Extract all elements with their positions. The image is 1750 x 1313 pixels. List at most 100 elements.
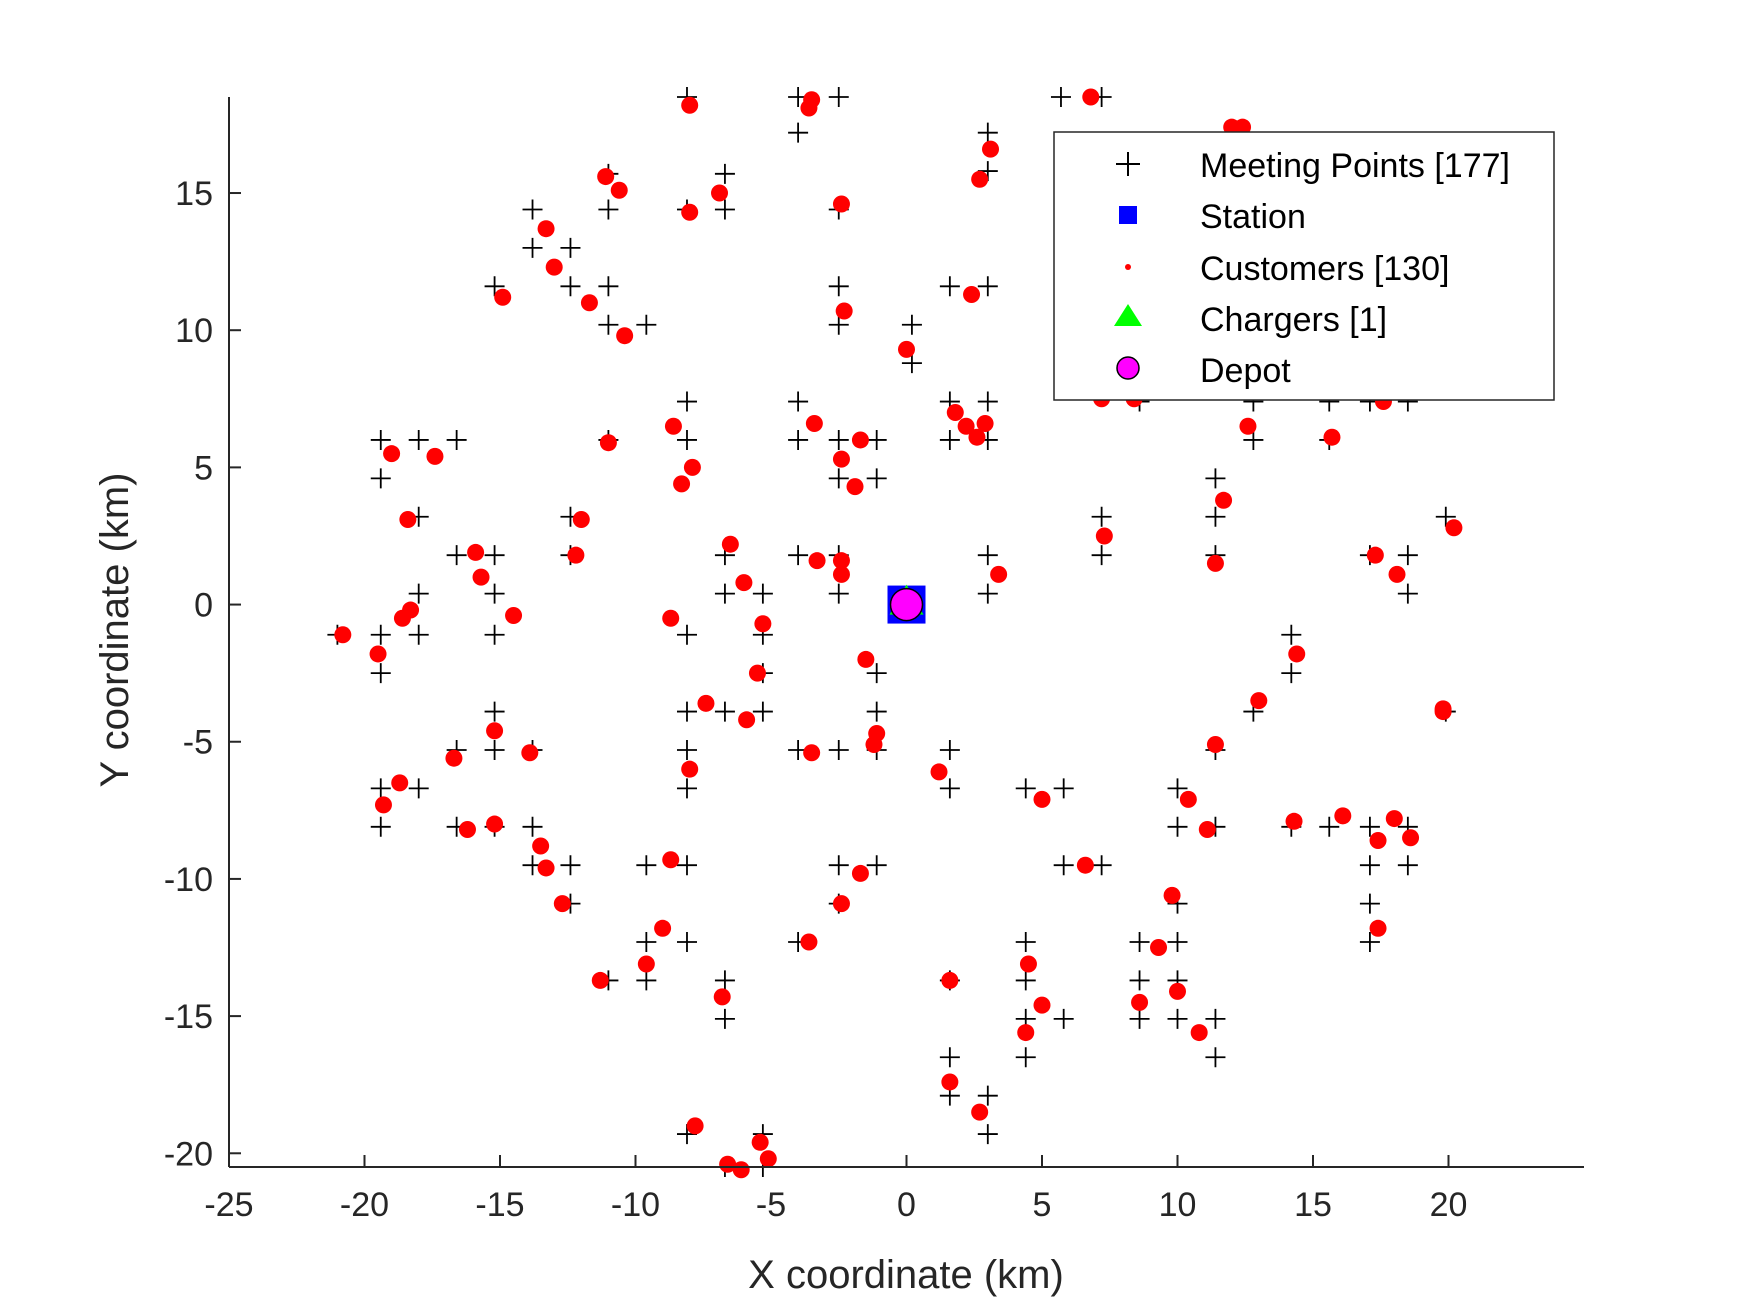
meeting-point [1359,893,1380,914]
customer-point [472,568,490,586]
customer-point [1163,886,1181,904]
x-tick-label: -10 [611,1186,660,1224]
customer-point [597,168,615,186]
meeting-point [676,429,697,450]
meeting-point [1053,778,1074,799]
customer-point [681,96,699,114]
meeting-point [446,545,467,566]
meeting-point [598,314,619,335]
meeting-point [408,624,429,645]
customer-point [803,744,821,762]
customer-point [1445,519,1463,537]
meeting-point [1205,1008,1226,1029]
legend-depot-marker [1116,356,1140,380]
meeting-point [1205,506,1226,527]
customer-point [1179,790,1197,808]
customer-point [572,511,590,529]
customer-point [851,431,869,449]
legend-depot-label: Depot [1200,352,1291,390]
meeting-point [1015,932,1036,953]
meeting-point [752,701,773,722]
customer-point [383,445,401,463]
meeting-point [560,237,581,258]
meeting-point [370,468,391,489]
customer-point [805,414,823,432]
legend-chargers-marker [1114,304,1142,326]
meeting-point [714,1008,735,1029]
meeting-point [977,583,998,604]
y-tick-label: 0 [194,587,213,625]
meeting-point [484,545,505,566]
legend-station-label: Station [1200,198,1306,236]
depot-station-charger-markers [887,584,926,624]
y-tick-label: 15 [175,175,213,213]
customer-point [719,1155,737,1173]
meeting-point [788,545,809,566]
customer-point [505,607,523,625]
customer-point [393,609,411,627]
meeting-point [1435,506,1456,527]
meeting-point [939,276,960,297]
customer-point [735,574,753,592]
customer-point [1169,982,1186,1000]
customer-point [486,815,504,833]
customer-point [1288,645,1306,663]
meeting-point [939,1047,960,1068]
legend-customers-label: Customers [130] [1200,250,1449,288]
meeting-point [484,624,505,645]
meeting-point [676,932,697,953]
customer-point [1334,807,1352,825]
meeting-point [714,701,735,722]
meeting-point [370,429,391,450]
legend-meeting-marker [1116,152,1140,176]
meeting-point [1050,87,1071,107]
meeting-point [939,429,960,450]
meeting-point [1205,1047,1226,1068]
meeting-point [1053,855,1074,876]
customer-point [399,511,417,529]
customer-point [941,971,959,989]
customer-point [1019,955,1037,973]
meeting-point [1281,663,1302,684]
customer-point [521,744,539,762]
meeting-point [1167,932,1188,953]
customer-point [963,286,981,304]
customer-point [599,434,617,452]
x-tick-label: 0 [897,1186,916,1224]
customer-point [1033,790,1051,808]
meeting-point [1129,970,1150,991]
meeting-point [1359,816,1380,837]
customer-point [832,195,850,213]
meeting-point [1397,855,1418,876]
customer-point [751,1133,769,1151]
meeting-point [939,778,960,799]
customer-point [865,735,883,753]
meeting-point [1243,429,1264,450]
meeting-point [370,624,391,645]
customer-point [664,417,682,435]
meeting-point [866,855,887,876]
customer-point [1082,88,1100,106]
customer-point [851,864,869,882]
customer-point [1206,735,1224,753]
customer-point [591,971,609,989]
meeting-point [1015,970,1036,991]
customer-point [686,1117,704,1135]
customer-point [759,1150,777,1168]
meeting-point [676,624,697,645]
y-axis-ticks: -20 -15 -10 -5 0 5 10 15 [164,175,241,1173]
customer-point [832,895,850,913]
customer-point [1323,428,1341,446]
legend-meeting-label: Meeting Points [177] [1200,147,1510,185]
meeting-point [676,778,697,799]
meeting-point [1053,1008,1074,1029]
customer-point [930,763,948,781]
customer-point [616,327,634,345]
customer-point [532,837,550,855]
customer-point [748,664,766,682]
meeting-point [484,583,505,604]
customer-point [662,609,680,627]
meeting-point [676,391,697,412]
customer-point [898,340,915,358]
meeting-point [636,932,657,953]
